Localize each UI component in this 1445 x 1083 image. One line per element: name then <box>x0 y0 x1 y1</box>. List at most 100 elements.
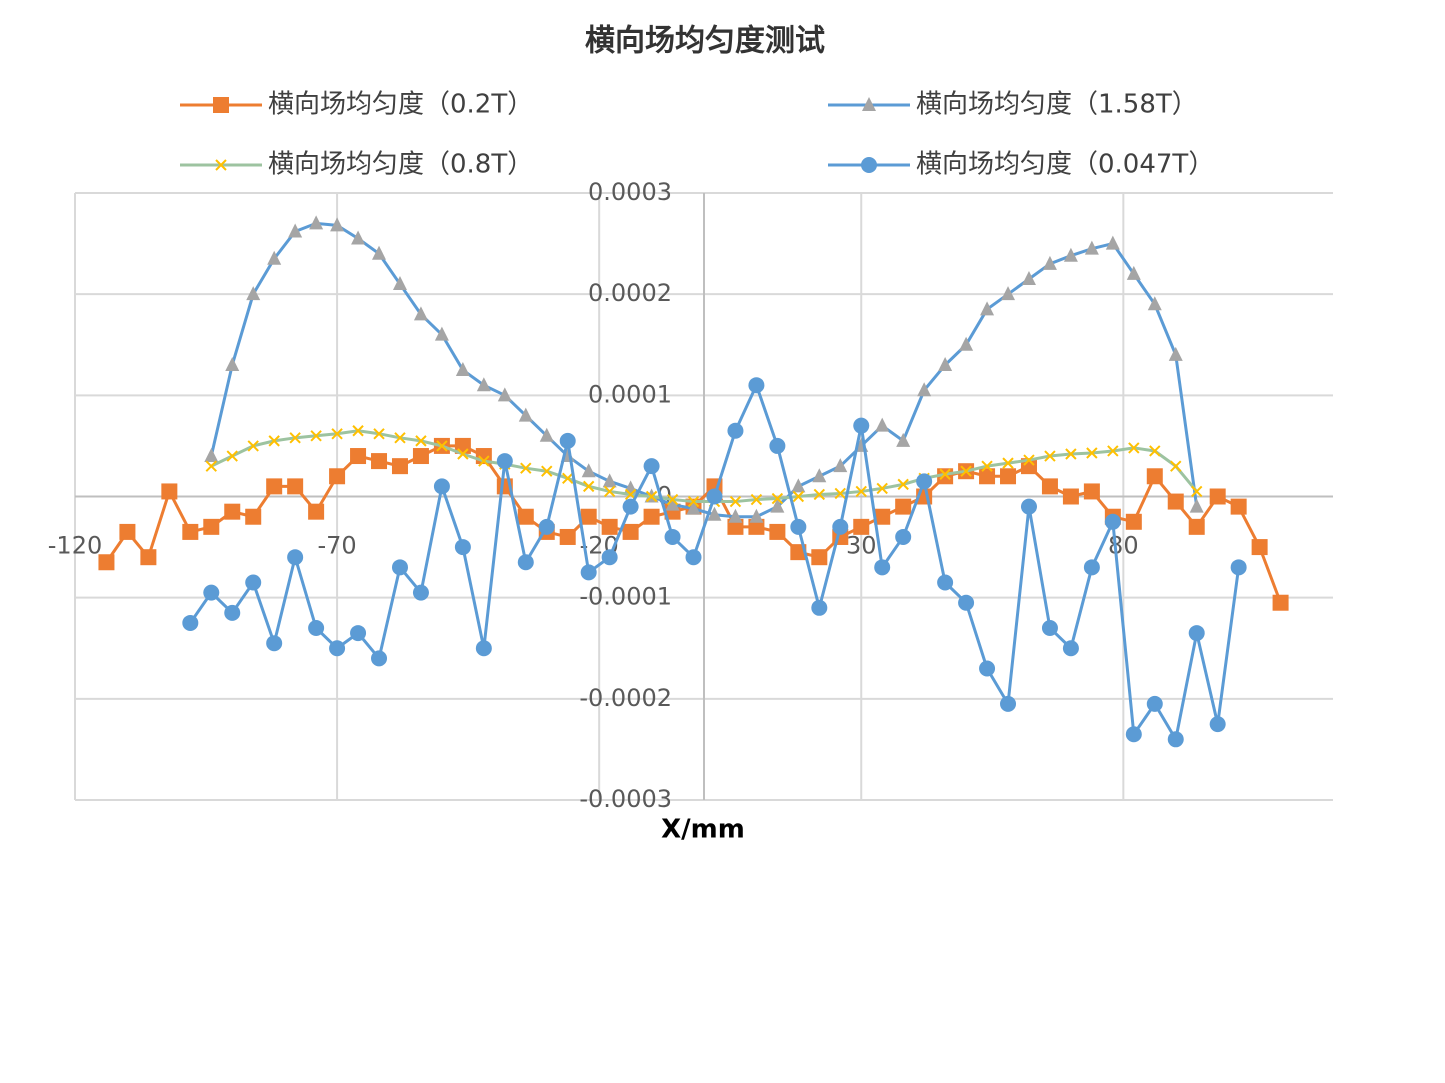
data-point <box>811 599 828 616</box>
data-point <box>392 276 407 291</box>
x-tick-label: -120 <box>48 532 102 560</box>
data-point <box>538 518 555 535</box>
data-point <box>203 584 220 601</box>
series-line <box>209 221 1199 519</box>
data-point <box>329 468 346 485</box>
data-point <box>140 549 157 566</box>
data-point <box>960 465 972 477</box>
data-point <box>266 478 283 495</box>
data-point <box>582 480 595 493</box>
data-point <box>1020 498 1037 515</box>
data-point <box>517 508 534 525</box>
data-point <box>394 432 406 444</box>
data-point <box>517 554 534 571</box>
data-point <box>834 487 846 500</box>
data-point <box>559 528 576 545</box>
data-point <box>622 523 639 540</box>
y-tick-label: 0.0002 <box>588 279 672 307</box>
data-point <box>1191 485 1203 498</box>
data-point <box>350 625 367 642</box>
data-point <box>1086 447 1098 459</box>
data-point <box>874 559 891 576</box>
data-point <box>1002 457 1014 469</box>
y-tick-label: -0.0001 <box>579 583 672 611</box>
data-point <box>182 523 199 540</box>
data-point <box>895 498 912 515</box>
data-point <box>855 485 867 498</box>
legend-marker <box>213 97 229 113</box>
data-point <box>412 448 429 465</box>
data-point <box>520 462 532 474</box>
data-point <box>415 435 427 447</box>
data-point <box>350 448 367 465</box>
data-point <box>727 518 744 535</box>
data-point <box>329 640 346 657</box>
data-point <box>1251 539 1268 556</box>
x-tick-label: -70 <box>317 532 356 560</box>
data-point <box>352 425 364 437</box>
data-point <box>980 301 995 316</box>
chart-title: 横向场均匀度测试 <box>585 24 825 59</box>
data-point <box>331 428 343 440</box>
data-point <box>308 503 325 520</box>
data-point <box>833 458 848 473</box>
data-point <box>1209 716 1226 733</box>
data-point <box>308 620 325 637</box>
data-point <box>685 549 702 566</box>
data-point <box>518 407 533 422</box>
data-point <box>496 453 513 470</box>
data-point <box>729 495 742 508</box>
data-point <box>475 640 492 657</box>
data-point <box>1209 488 1226 505</box>
data-point <box>247 440 259 452</box>
data-point <box>979 660 996 677</box>
data-point <box>478 455 490 467</box>
data-point <box>601 549 618 566</box>
data-point <box>1041 478 1058 495</box>
data-point <box>769 437 786 454</box>
data-point <box>939 468 951 480</box>
data-point <box>1272 594 1289 611</box>
data-point <box>1126 265 1141 280</box>
x-axis-label: X/mm <box>661 815 745 845</box>
data-point <box>916 473 933 490</box>
data-point <box>245 508 262 525</box>
data-point <box>373 428 385 440</box>
data-point <box>1149 445 1161 457</box>
data-point <box>853 518 870 535</box>
data-point <box>289 432 301 444</box>
data-point <box>1188 625 1205 642</box>
data-point <box>875 417 890 432</box>
data-point <box>581 463 596 478</box>
data-point <box>748 518 765 535</box>
data-point <box>643 508 660 525</box>
data-point <box>436 440 448 452</box>
data-point <box>1146 468 1163 485</box>
data-point <box>413 306 428 321</box>
data-point <box>707 506 722 521</box>
legend-marker <box>862 97 876 111</box>
data-point <box>664 528 681 545</box>
data-point <box>1125 513 1142 530</box>
data-point <box>771 492 784 505</box>
legend-label: 横向场均匀度（0.8T） <box>268 150 533 180</box>
data-point <box>580 508 597 525</box>
data-point <box>1062 640 1079 657</box>
data-point <box>455 362 470 377</box>
data-point <box>938 356 953 371</box>
data-point <box>643 458 660 475</box>
data-point <box>1001 286 1016 301</box>
y-tick-label: -0.0002 <box>579 684 672 712</box>
data-point <box>813 488 826 501</box>
data-point <box>1128 442 1140 454</box>
data-point <box>1065 448 1077 460</box>
data-point <box>622 498 639 515</box>
data-point <box>224 503 241 520</box>
y-tick-label: -0.0003 <box>579 785 672 813</box>
data-point <box>602 473 617 488</box>
data-point <box>476 377 491 392</box>
data-point <box>205 460 217 472</box>
data-point <box>1084 240 1099 255</box>
data-point <box>917 382 932 397</box>
data-point <box>1023 454 1035 466</box>
